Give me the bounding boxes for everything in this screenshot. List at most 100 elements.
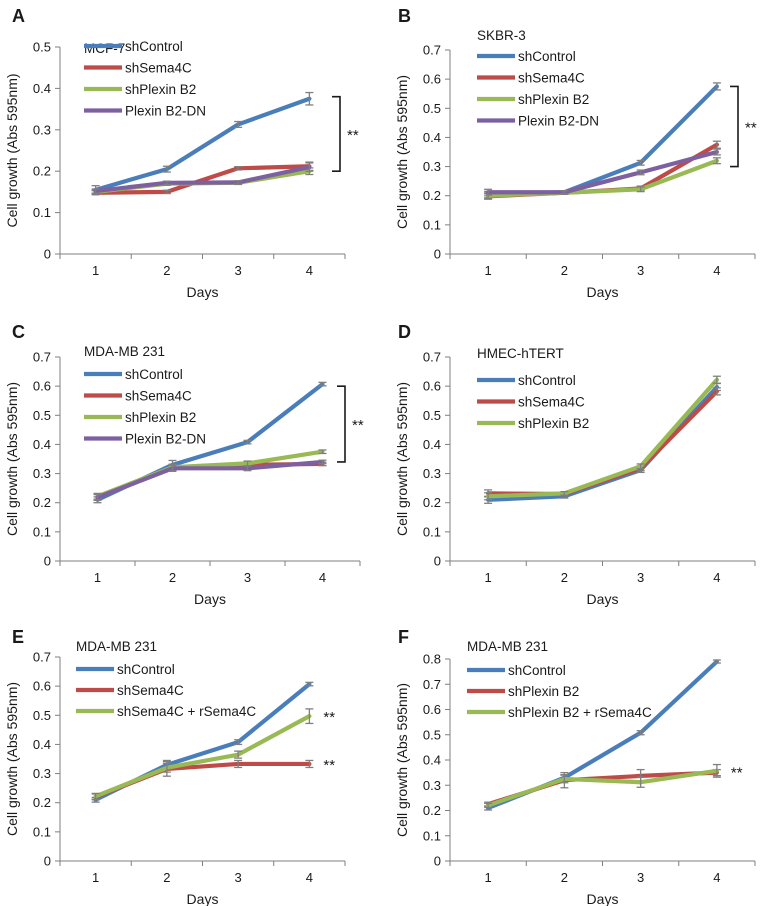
x-tick-label: 2 bbox=[561, 570, 568, 585]
chart-panel-c: C 0 0.1 0.2 0.3 0.4 0.5 0.6 0.7 1 2 3 4 Days Cell grow… bbox=[4, 322, 364, 607]
x-tick-label: 2 bbox=[561, 263, 568, 278]
x-axis-label: Days bbox=[587, 591, 619, 607]
y-tick-label: 0.4 bbox=[33, 737, 51, 752]
y-tick-label: 0.6 bbox=[423, 72, 441, 87]
chart-panel-f: F 0 0.1 0.2 0.3 0.4 0.5 0.6 0.7 0.8 1 2 3 4 Days Cell g… bbox=[394, 627, 756, 906]
significance-marker: ** bbox=[347, 127, 359, 144]
y-tick-label: 0.7 bbox=[33, 350, 51, 365]
x-tick-label: 3 bbox=[244, 570, 251, 585]
y-tick-label: 0.3 bbox=[423, 159, 441, 174]
y-axis-label: Cell growth (Abs 595nm) bbox=[4, 73, 20, 227]
legend-label: shPlexin B2 bbox=[125, 410, 196, 425]
chart-title: MDA-MB 231 bbox=[467, 639, 548, 654]
x-axis-label: Days bbox=[187, 891, 219, 906]
legend-label: Plexin B2-DN bbox=[125, 432, 206, 447]
series-line-shplexin-b2-rsema4c bbox=[486, 768, 719, 808]
x-tick-label: 1 bbox=[485, 570, 492, 585]
y-tick-label: 0.3 bbox=[33, 122, 51, 137]
y-tick-label: 0.5 bbox=[423, 727, 441, 742]
x-axis-label: Days bbox=[194, 591, 226, 607]
y-axis-label: Cell growth (Abs 595nm) bbox=[4, 382, 20, 536]
y-tick-label: 0.5 bbox=[33, 40, 51, 55]
y-tick-label: 0.3 bbox=[423, 778, 441, 793]
x-axis-label: Days bbox=[187, 284, 219, 300]
chart-title: MDA-MB 231 bbox=[76, 639, 157, 654]
x-tick-label: 4 bbox=[713, 263, 720, 278]
y-axis-label: Cell growth (Abs 595nm) bbox=[394, 382, 410, 536]
y-tick-label: 0.4 bbox=[423, 753, 441, 768]
legend-label: shPlexin B2 bbox=[125, 82, 196, 97]
legend-label: shPlexin B2 bbox=[518, 416, 589, 431]
legend-label: shPlexin B2 + rSema4C bbox=[508, 705, 652, 720]
series-line-shplexin-b2 bbox=[95, 449, 325, 499]
y-tick-label: 0.4 bbox=[33, 81, 51, 96]
legend-label: shControl bbox=[508, 663, 566, 678]
legend-label: shSema4C bbox=[117, 683, 184, 698]
panel-label: D bbox=[398, 322, 411, 342]
y-tick-label: 0.7 bbox=[423, 677, 441, 692]
x-tick-label: 2 bbox=[169, 570, 176, 585]
y-tick-label: 0.3 bbox=[33, 766, 51, 781]
significance-bracket bbox=[730, 85, 739, 168]
legend-label: shPlexin B2 bbox=[518, 92, 589, 107]
x-tick-label: 3 bbox=[637, 263, 644, 278]
series-line-shsema4c-rsema4c bbox=[93, 714, 312, 799]
significance-marker: ** bbox=[352, 417, 364, 434]
y-tick-label: 0.4 bbox=[423, 130, 441, 145]
significance-marker: ** bbox=[745, 120, 757, 137]
y-tick-label: 0.5 bbox=[33, 408, 51, 423]
y-tick-label: 0.7 bbox=[423, 43, 441, 58]
series-line-shsema4c bbox=[486, 142, 719, 199]
y-tick-label: 0 bbox=[434, 554, 441, 569]
x-tick-label: 1 bbox=[94, 570, 101, 585]
y-axis-label: Cell growth (Abs 595nm) bbox=[394, 683, 410, 837]
legend-label: shSema4C bbox=[125, 61, 192, 76]
y-tick-label: 0.2 bbox=[423, 188, 441, 203]
x-tick-label: 4 bbox=[713, 570, 720, 585]
x-tick-label: 1 bbox=[92, 870, 99, 885]
y-tick-label: 0.2 bbox=[33, 164, 51, 179]
y-tick-label: 0.1 bbox=[33, 524, 51, 539]
legend-label: shSema4C bbox=[518, 71, 585, 86]
y-tick-label: 0.1 bbox=[33, 824, 51, 839]
significance-bracket bbox=[332, 95, 341, 172]
x-tick-label: 1 bbox=[485, 870, 492, 885]
chart-panel-d: D 0 0.1 0.2 0.3 0.4 0.5 0.6 0.7 1 2 3 4 Days Cell grow… bbox=[394, 322, 756, 607]
y-axis-label: Cell growth (Abs 595nm) bbox=[4, 682, 20, 836]
x-tick-label: 4 bbox=[306, 263, 313, 278]
x-tick-label: 2 bbox=[163, 870, 170, 885]
y-tick-label: 0.3 bbox=[423, 466, 441, 481]
panel-label: F bbox=[398, 627, 409, 647]
y-tick-label: 0.1 bbox=[423, 217, 441, 232]
y-tick-label: 0.8 bbox=[423, 652, 441, 667]
y-tick-label: 0.6 bbox=[33, 379, 51, 394]
x-tick-label: 1 bbox=[92, 263, 99, 278]
legend-label: shControl bbox=[117, 662, 175, 677]
y-tick-label: 0 bbox=[44, 247, 51, 262]
y-tick-label: 0.6 bbox=[423, 702, 441, 717]
x-tick-label: 3 bbox=[637, 570, 644, 585]
legend-label: Plexin B2-DN bbox=[125, 104, 206, 119]
chart-panel-e: E 0 0.1 0.2 0.3 0.4 0.5 0.6 0.7 1 2 3 4 Days Cell grow… bbox=[4, 627, 346, 906]
significance-marker: ** bbox=[731, 764, 743, 781]
y-tick-label: 0.6 bbox=[33, 679, 51, 694]
y-tick-label: 0 bbox=[434, 854, 441, 869]
chart-panel-a: A 0 0.1 0.2 0.3 0.4 0.5 1 2 3 4 Days Cell growth (Ab… bbox=[4, 6, 359, 300]
series-line-shcontrol bbox=[93, 96, 312, 192]
y-tick-label: 0.2 bbox=[423, 803, 441, 818]
y-tick-label: 0.2 bbox=[33, 795, 51, 810]
panel-label: B bbox=[398, 6, 411, 26]
legend-label: Plexin B2-DN bbox=[518, 114, 599, 129]
y-tick-label: 0 bbox=[434, 247, 441, 262]
x-tick-label: 4 bbox=[713, 870, 720, 885]
series-line-shsema4c bbox=[93, 761, 312, 799]
x-tick-label: 3 bbox=[637, 870, 644, 885]
y-tick-label: 0.5 bbox=[423, 101, 441, 116]
y-tick-label: 0 bbox=[44, 554, 51, 569]
panel-label: E bbox=[12, 627, 24, 647]
legend-label: shSema4C + rSema4C bbox=[117, 704, 256, 719]
legend-label: shControl bbox=[125, 39, 183, 54]
series-line-shsema4c bbox=[93, 164, 312, 195]
chart-title: SKBR-3 bbox=[477, 28, 526, 43]
